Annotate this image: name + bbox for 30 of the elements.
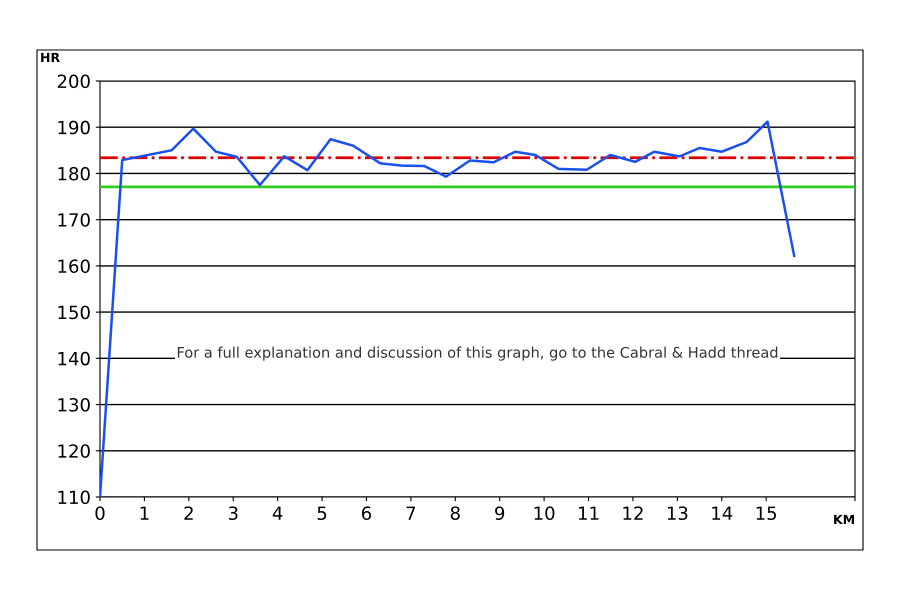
x-tick-label: 4 xyxy=(272,506,282,520)
x-tick-label: 7 xyxy=(406,506,416,520)
x-tick-label: 8 xyxy=(450,506,460,520)
x-tick-label: 12 xyxy=(623,506,643,520)
x-tick-label: 11 xyxy=(579,506,598,520)
y-tick-label: 190 xyxy=(58,120,90,134)
x-tick-label: 9 xyxy=(495,506,504,520)
line-series xyxy=(100,120,796,497)
y-tick-label: 170 xyxy=(58,213,90,227)
x-tick-label: 10 xyxy=(534,506,554,520)
x-tick-label: 13 xyxy=(668,506,688,520)
x-tick-label: 2 xyxy=(184,506,193,520)
x-tick-label: 14 xyxy=(712,506,732,520)
y-tick-label: 160 xyxy=(58,259,90,274)
y-tick-label: 130 xyxy=(58,398,90,412)
y-tick-label: 200 xyxy=(58,74,90,88)
y-tick-label: 180 xyxy=(58,166,90,181)
y-tick-label: 110 xyxy=(58,490,90,504)
x-tick-label: 15 xyxy=(756,506,776,520)
x-tick-label: 1 xyxy=(140,506,148,520)
y-tick-label: 140 xyxy=(58,352,90,366)
y-tick-label: 150 xyxy=(58,306,90,320)
annotation: For a full explanation and discussion of this graph, go to the Cabral & Hadd thread xyxy=(178,346,778,361)
x-tick-label: 3 xyxy=(228,506,238,520)
x-axis-title: KM xyxy=(834,514,854,524)
x-tick-label: 0 xyxy=(95,506,105,520)
y-tick-label: 120 xyxy=(58,444,90,458)
y-axis-title: HR xyxy=(41,52,60,62)
x-tick-label: 6 xyxy=(362,506,372,520)
x-tick-label: 5 xyxy=(318,506,326,520)
